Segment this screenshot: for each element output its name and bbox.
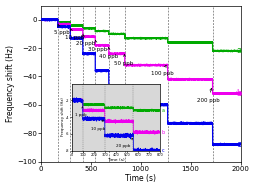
Text: 200 ppb: 200 ppb xyxy=(196,88,218,103)
Text: 100 ppb: 100 ppb xyxy=(150,65,173,76)
Text: 20 ppb: 20 ppb xyxy=(76,35,95,46)
Text: b: b xyxy=(236,89,241,98)
Text: 40 ppb: 40 ppb xyxy=(99,47,118,59)
Text: 50 ppb: 50 ppb xyxy=(113,54,133,66)
Text: a: a xyxy=(236,46,241,55)
X-axis label: Time (s): Time (s) xyxy=(125,174,156,184)
Text: c: c xyxy=(236,140,240,149)
Text: 10 ppb: 10 ppb xyxy=(65,29,84,40)
Text: 30 ppb: 30 ppb xyxy=(87,40,106,52)
Y-axis label: Frequency shift (Hz): Frequency shift (Hz) xyxy=(6,45,14,122)
Text: 5 ppb: 5 ppb xyxy=(54,24,69,35)
